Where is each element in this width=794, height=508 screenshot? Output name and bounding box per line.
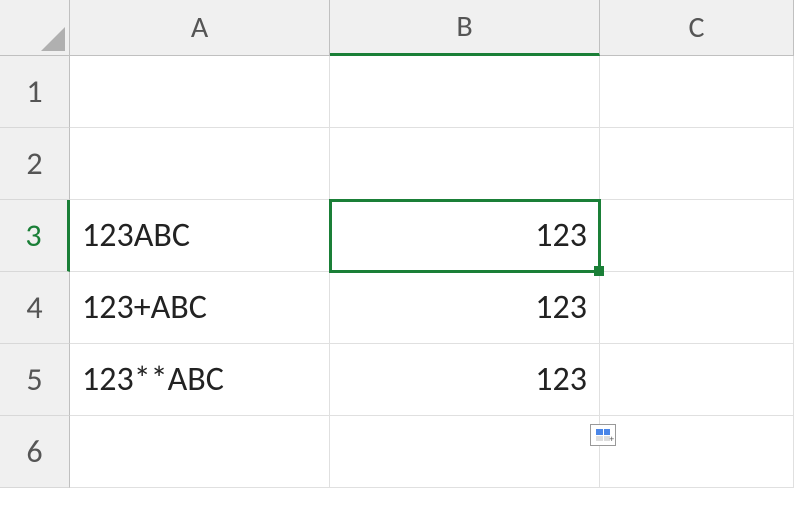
cell-b3[interactable]: 123	[330, 200, 600, 272]
row-header-4[interactable]: 4	[0, 272, 70, 344]
cell-c5[interactable]	[600, 344, 794, 416]
col-header-a[interactable]: A	[70, 0, 330, 56]
autofill-options-icon[interactable]: +	[590, 424, 616, 446]
cell-b5[interactable]: 123	[330, 344, 600, 416]
cell-b1[interactable]	[330, 56, 600, 128]
spreadsheet-grid: A B C 1 2 3 123ABC 123 4 123+ABC 123 5 1…	[0, 0, 794, 488]
cell-a5[interactable]: 123**ABC	[70, 344, 330, 416]
row-header-1[interactable]: 1	[0, 56, 70, 128]
cell-c3[interactable]	[600, 200, 794, 272]
cell-c2[interactable]	[600, 128, 794, 200]
cell-b6[interactable]	[330, 416, 600, 488]
cell-b3-value: 123	[535, 215, 587, 256]
col-header-b[interactable]: B	[330, 0, 600, 56]
cell-c6[interactable]	[600, 416, 794, 488]
cell-a2[interactable]	[70, 128, 330, 200]
cell-b2[interactable]	[330, 128, 600, 200]
row-header-5[interactable]: 5	[0, 344, 70, 416]
fill-handle[interactable]	[594, 266, 604, 276]
select-all-corner[interactable]	[0, 0, 70, 56]
cell-a6[interactable]	[70, 416, 330, 488]
cell-c1[interactable]	[600, 56, 794, 128]
cell-b4[interactable]: 123	[330, 272, 600, 344]
col-header-c[interactable]: C	[600, 0, 794, 56]
row-header-3[interactable]: 3	[0, 200, 70, 272]
cell-a3[interactable]: 123ABC	[70, 200, 330, 272]
cell-a4[interactable]: 123+ABC	[70, 272, 330, 344]
cell-c4[interactable]	[600, 272, 794, 344]
row-header-2[interactable]: 2	[0, 128, 70, 200]
cell-a1[interactable]	[70, 56, 330, 128]
row-header-6[interactable]: 6	[0, 416, 70, 488]
